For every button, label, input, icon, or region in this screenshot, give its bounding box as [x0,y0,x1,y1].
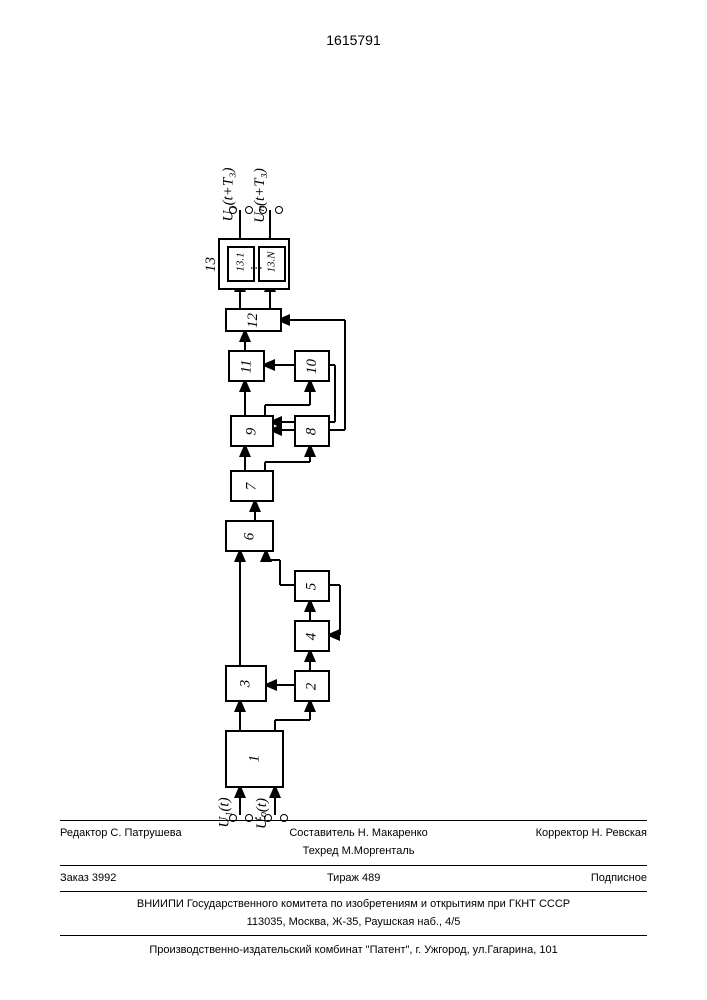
block-9: 9 [230,415,274,447]
techred-text: Техред М.Моргенталь [303,845,415,857]
block-5: 5 [294,570,330,602]
footer-credits-row: Редактор С. Патрушева Составитель Н. Мак… [60,820,647,865]
block13-dots: ⋮ [249,262,265,275]
block-12: 12 [225,308,282,332]
subscription-text: Подписное [591,870,647,888]
corrector-text: Корректор Н. Ревская [536,825,647,860]
org-line1: ВНИИПИ Государственного комитета по изоб… [137,898,570,910]
footer-publisher: Производственно-издательский комбинат "П… [60,936,647,960]
block-diagram: U₁(t) Uₙ(t) ⋮ 1 2 3 4 5 6 7 8 9 10 11 12 [170,90,530,830]
editor-text: Редактор С. Патрушева [60,825,182,860]
org-line2: 113035, Москва, Ж-35, Раушская наб., 4/5 [247,916,461,928]
page-number: 1615791 [326,32,381,48]
compiler-text: Составитель Н. Макаренко [289,827,427,839]
block-3: 3 [225,665,267,702]
block-1: 1 [225,730,284,788]
block-8: 8 [294,415,330,447]
output-label-u1: U₁(t+T₃) [220,168,237,222]
block-10: 10 [294,350,330,382]
block-4: 4 [294,620,330,652]
block-2: 2 [294,670,330,702]
footer-org: ВНИИПИ Государственного комитета по изоб… [60,892,647,936]
output-terminal-nb [275,206,283,214]
output-label-un: Uₙ(t+T₃) [250,168,269,223]
circulation-text: Тираж 489 [327,870,380,888]
block-6: 6 [225,520,274,552]
footer-order-row: Заказ 3992 Тираж 489 Подписное [60,866,647,893]
block-7: 7 [230,470,274,502]
order-text: Заказ 3992 [60,870,116,888]
footer: Редактор С. Патрушева Составитель Н. Мак… [60,820,647,960]
block-11: 11 [228,350,265,382]
